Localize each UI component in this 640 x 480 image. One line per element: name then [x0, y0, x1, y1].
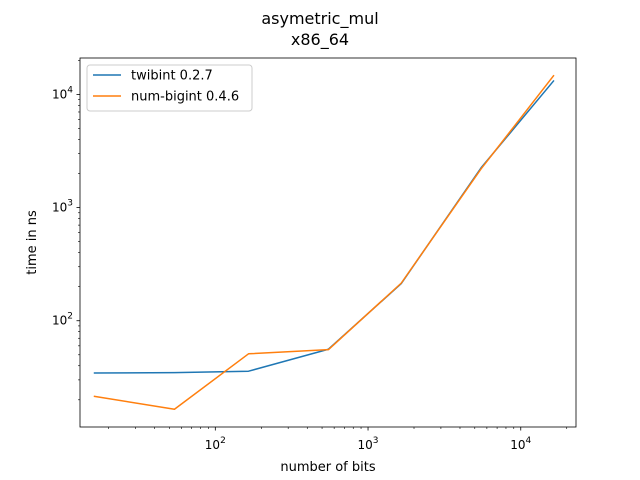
plot-background	[80, 58, 576, 427]
x-tick-label: 103	[358, 436, 379, 452]
legend: twibint 0.2.7 num-bigint 0.4.6	[86, 64, 253, 112]
y-tick-label: 104	[52, 85, 73, 101]
legend-label-1: num-bigint 0.4.6	[131, 90, 239, 105]
series-line-1	[93, 74, 555, 411]
x-axis: 102 103 104	[108, 427, 568, 452]
y-axis: 102 103 104	[52, 60, 80, 401]
y-axis-label: time in ns	[25, 210, 40, 275]
plot-area	[80, 58, 576, 427]
legend-label-0: twibint 0.2.7	[131, 69, 213, 84]
x-axis-label: number of bits	[280, 460, 375, 475]
legend-box	[86, 64, 253, 112]
chart-title: asymetric_mul	[261, 9, 378, 29]
series-layer	[93, 74, 555, 411]
chart-subtitle: x86_64	[291, 30, 349, 50]
plot-frame	[79, 57, 577, 428]
y-tick-label: 102	[52, 312, 73, 328]
y-tick-label: 103	[52, 199, 73, 215]
x-tick-label: 102	[205, 436, 226, 452]
x-tick-label: 104	[510, 436, 531, 452]
